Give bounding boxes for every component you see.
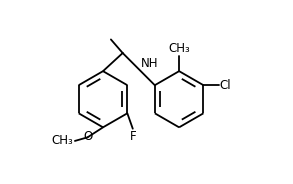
- Text: CH₃: CH₃: [51, 135, 73, 147]
- Text: F: F: [130, 130, 137, 143]
- Text: Cl: Cl: [220, 79, 231, 92]
- Text: NH: NH: [141, 57, 159, 70]
- Text: O: O: [83, 130, 92, 143]
- Text: CH₃: CH₃: [168, 42, 190, 55]
